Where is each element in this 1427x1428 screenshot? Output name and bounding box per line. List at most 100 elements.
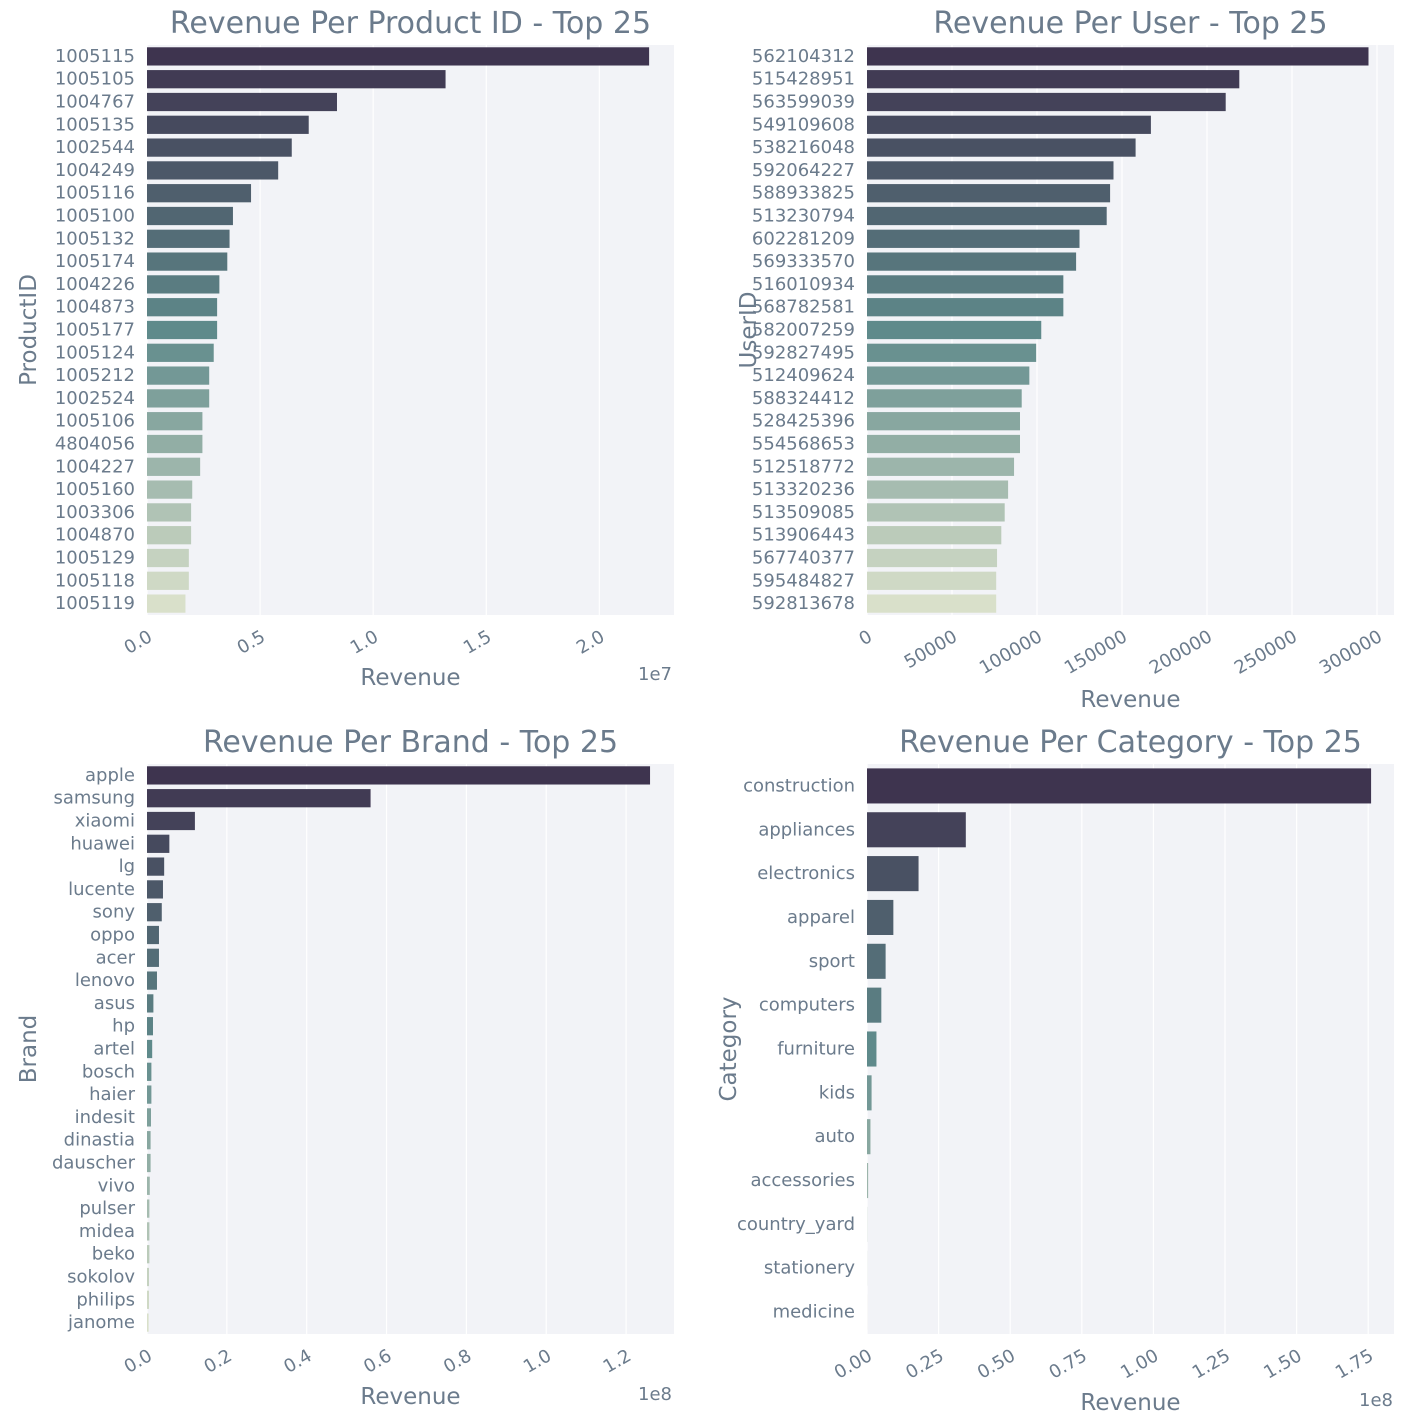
bar-xiaomi [147,811,195,831]
x-tick-label: 200000 [1146,626,1216,679]
category-label: 1005212 [55,365,135,386]
x-tick-label: 0.2 [200,1345,235,1378]
y-axis-label: ProductID [16,274,42,386]
bar-1005160 [147,480,193,499]
category-label: 563599039 [752,92,855,113]
category-label: 1005105 [55,69,135,90]
x-tick-label: 50000 [901,626,961,673]
x-tick-label: 0.0 [121,1345,156,1378]
bar-huawei [147,834,170,853]
bar-515428951 [867,70,1240,89]
bar-furniture [867,1031,877,1067]
bar-1005212 [147,366,210,385]
x-tick-label: 0.25 [902,1345,947,1383]
bar-1005124 [147,343,214,362]
x-tick-label: 0 [855,626,875,650]
category-label: 1005119 [55,593,135,614]
bar-588933825 [867,184,1111,203]
category-label: huawei [70,833,135,854]
x-tick-label: 1.0 [347,626,382,659]
bar-hp [147,1017,153,1036]
bar-512518772 [867,457,1015,476]
category-label: artel [93,1039,135,1060]
x-tick-label: 0.8 [440,1345,475,1378]
bar-oppo [147,925,159,945]
x-axis-label: Revenue [360,665,460,691]
x-tick-label: 0.4 [280,1345,315,1378]
category-label: 1004767 [55,92,135,113]
bar-kids [867,1075,872,1111]
chart-panel-1: 1005115100510510047671005135100254410042… [16,6,674,691]
category-label: kids [819,1082,855,1103]
y-axis-label: UserID [736,292,762,369]
bar-549109608 [867,115,1151,134]
bar-1004249 [147,161,279,180]
bar-588324412 [867,389,1022,408]
bar-apple [147,766,651,785]
category-label: 1004249 [55,160,135,181]
bar-accessories [867,1163,869,1199]
category-label: electronics [757,863,855,884]
bar-indesit [147,1108,151,1127]
bar-1005116 [147,184,252,203]
chart-title: Revenue Per Category - Top 25 [899,725,1362,760]
bar-electronics [867,856,919,892]
category-label: 513906443 [752,525,855,546]
x-tick-label: 300000 [1316,626,1386,679]
category-label: acer [96,947,136,968]
x-tick-label: 250000 [1231,626,1301,679]
category-label: vivo [98,1175,135,1196]
x-axis-label: Revenue [360,1384,460,1410]
category-label: oppo [90,925,135,946]
category-label: janome [67,1312,135,1333]
bar-asus [147,994,154,1013]
category-label: 1005106 [55,411,135,432]
bar-513230794 [867,206,1107,226]
category-label: 549109608 [752,114,855,135]
x-tick-label: 0.75 [1045,1345,1090,1383]
category-label: midea [79,1221,135,1242]
x-tick-label: 0.0 [121,626,156,659]
axis-multiplier-label: 1e8 [638,1384,672,1405]
chart-panel-2: 5621043125154289515635990395491096085382… [736,6,1394,713]
category-label: 1004226 [55,274,135,295]
bar-512409624 [867,366,1030,385]
category-label: asus [94,993,135,1014]
category-label: 554568653 [752,434,855,455]
bar-appliances [867,812,966,848]
bar-sokolov [147,1267,149,1287]
category-label: 4804056 [55,434,135,455]
plot-area [147,764,674,1334]
bar-513906443 [867,526,1002,545]
bar-1005105 [147,70,446,89]
category-label: 1004870 [55,525,135,546]
bar-1004870 [147,526,192,545]
bar-1004767 [147,92,337,112]
bar-1005119 [147,594,186,613]
chart-title: Revenue Per Product ID - Top 25 [170,6,651,41]
bar-lg [147,857,165,876]
category-label: 1005124 [55,342,135,363]
category-label: xiaomi [75,811,135,832]
bar-bosch [147,1062,152,1081]
bar-pulser [147,1199,150,1218]
bar-beko [147,1245,150,1264]
bar-516010934 [867,275,1064,294]
category-label: construction [743,775,855,796]
bar-1005129 [147,548,189,568]
category-label: 1005160 [55,479,135,500]
category-label: 588933825 [752,183,855,204]
category-label: 1004873 [55,297,135,318]
bar-562104312 [867,47,1369,66]
category-label: appliances [758,819,855,840]
bar-acer [147,948,159,967]
category-label: hp [112,1016,135,1037]
category-label: 1004227 [55,456,135,477]
y-axis-label: Brand [16,1015,42,1084]
category-label: furniture [777,1039,855,1060]
bar-1005177 [147,320,218,340]
bar-apparel [867,899,894,935]
category-label: 568782581 [752,297,855,318]
category-label: 595484827 [752,570,855,591]
